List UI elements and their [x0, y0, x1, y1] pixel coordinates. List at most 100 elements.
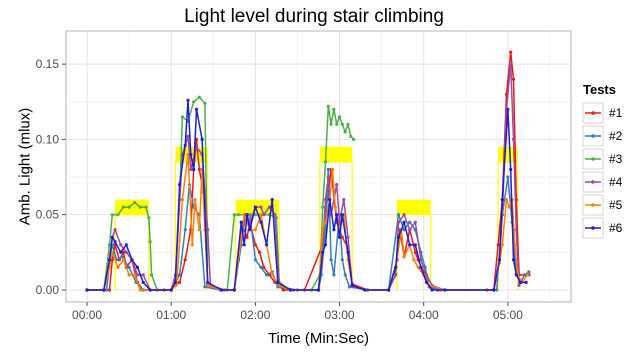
data-point: [220, 288, 224, 292]
data-point: [194, 107, 199, 111]
data-point: [193, 198, 197, 202]
legend-label: #4: [609, 175, 623, 189]
data-point: [253, 228, 257, 232]
x-tick-label: 05:00: [493, 308, 523, 322]
data-point: [110, 250, 114, 254]
data-point: [346, 250, 350, 254]
data-point: [340, 122, 344, 126]
y-tick-label: 0.15: [36, 57, 60, 71]
data-point: [443, 288, 447, 292]
data-point: [135, 273, 140, 277]
data-point: [245, 235, 249, 239]
data-point: [265, 273, 269, 277]
data-point: [242, 213, 246, 217]
plot-panel: [65, 30, 572, 303]
data-point: [504, 198, 509, 202]
x-tick-label: 03:00: [325, 308, 355, 322]
data-point: [518, 280, 523, 284]
legend-label: #6: [609, 221, 623, 235]
legend-key-point: [591, 226, 595, 230]
data-point: [192, 167, 196, 172]
data-point: [424, 280, 429, 284]
data-point: [138, 288, 142, 292]
data-point: [343, 130, 347, 134]
data-point: [335, 213, 339, 217]
data-point: [394, 273, 398, 277]
legend-label: #5: [609, 198, 623, 212]
x-tick-label: 02:00: [240, 308, 270, 322]
data-point: [197, 167, 201, 172]
data-point: [183, 143, 187, 147]
data-point: [342, 198, 346, 202]
data-point: [513, 243, 517, 247]
data-point: [346, 235, 350, 239]
data-point: [352, 137, 356, 141]
data-point: [323, 198, 328, 202]
y-tick-label: 0.00: [36, 283, 60, 297]
data-point: [387, 288, 391, 292]
legend-item-4: #4: [582, 171, 623, 193]
data-point: [326, 167, 330, 172]
legend-key-point: [591, 203, 595, 207]
data-point: [206, 280, 210, 284]
data-point: [408, 243, 412, 247]
data-point: [323, 243, 328, 247]
data-point: [525, 273, 530, 277]
legend-title: Tests: [583, 82, 616, 97]
data-point: [321, 250, 325, 254]
data-point: [430, 288, 434, 292]
data-point: [178, 280, 182, 284]
reference-band-outline: [319, 161, 353, 290]
data-point: [500, 198, 504, 202]
chart-title: Light level during stair climbing: [184, 6, 444, 27]
data-point: [186, 98, 190, 102]
data-point: [259, 265, 263, 269]
data-point: [141, 280, 145, 284]
data-point: [273, 213, 277, 217]
data-point: [116, 213, 120, 217]
data-point: [259, 213, 263, 217]
legend-label: #3: [609, 152, 623, 166]
data-point: [507, 205, 511, 209]
data-point: [236, 213, 241, 217]
data-point: [121, 205, 126, 209]
data-point: [173, 280, 177, 284]
legend-key-point: [591, 157, 595, 161]
data-point: [424, 273, 429, 277]
data-point: [270, 198, 274, 202]
y-axis-ticks: 0.00 0.05 0.10 0.15: [36, 57, 66, 297]
data-point: [326, 175, 330, 179]
data-point: [332, 228, 336, 232]
data-point: [267, 205, 271, 209]
data-point: [340, 258, 344, 262]
data-point: [500, 243, 504, 247]
data-point: [147, 216, 151, 220]
data-point: [511, 137, 516, 141]
legend-item-2: #2: [582, 125, 623, 147]
data-point: [333, 205, 337, 209]
data-point: [186, 134, 190, 138]
y-axis-label: Amb. Light (mlux): [16, 108, 33, 226]
data-point: [509, 50, 513, 54]
data-point: [329, 122, 333, 126]
data-point: [332, 273, 336, 277]
data-point: [412, 258, 416, 262]
legend-item-1: #1: [582, 102, 623, 124]
data-point: [402, 213, 406, 217]
data-point: [189, 152, 193, 157]
data-point: [492, 288, 496, 292]
data-point: [186, 152, 190, 157]
reference-band-bar: [319, 146, 353, 162]
data-point: [148, 240, 152, 244]
data-point: [110, 213, 114, 217]
data-point: [245, 213, 249, 217]
data-point: [189, 167, 193, 172]
data-point: [396, 213, 401, 217]
data-point: [192, 100, 196, 104]
data-point: [203, 101, 207, 105]
data-point: [133, 201, 137, 205]
data-point: [206, 228, 210, 232]
data-point: [206, 283, 210, 287]
x-axis-label: Time (Min:Sec): [268, 330, 369, 347]
